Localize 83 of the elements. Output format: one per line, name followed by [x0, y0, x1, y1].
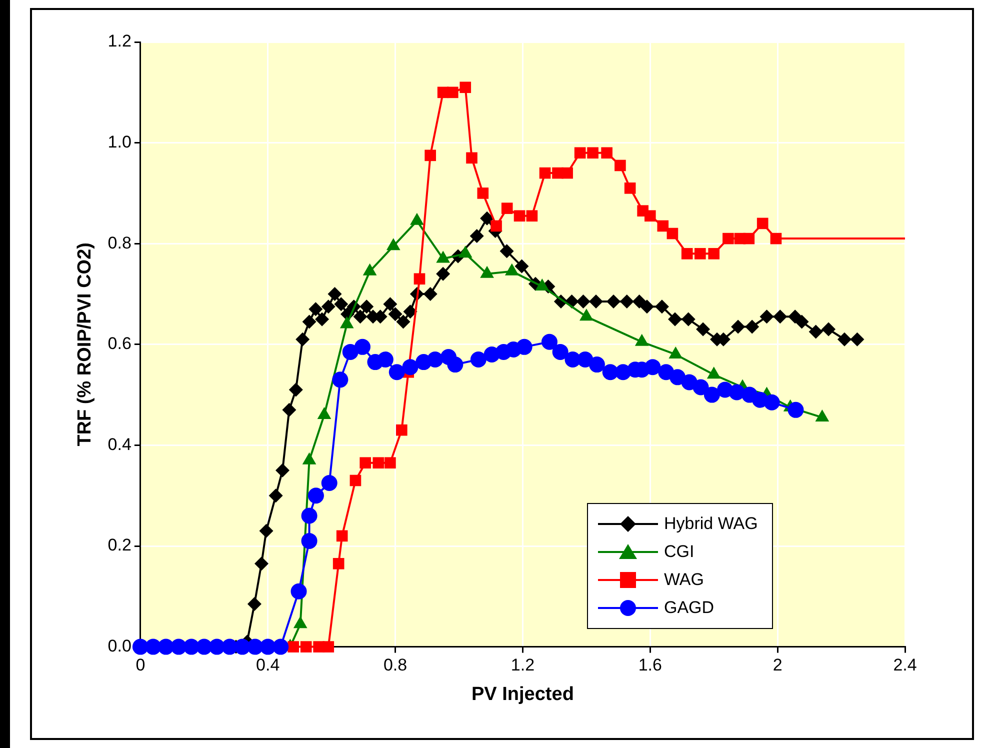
point [446, 86, 458, 98]
point [372, 457, 384, 468]
point [588, 356, 605, 373]
y-tick-label: 1.0 [108, 132, 132, 152]
point [704, 386, 720, 403]
point [490, 220, 502, 232]
legend-label: CGI [664, 540, 694, 563]
point [332, 558, 344, 570]
point [470, 352, 486, 368]
point [301, 532, 318, 549]
point [764, 394, 780, 410]
point [516, 338, 532, 355]
point [321, 475, 338, 491]
point [308, 488, 324, 504]
y-tick-label: 0.4 [108, 434, 132, 454]
point [501, 202, 513, 214]
x-tick-label: 1.2 [510, 656, 535, 675]
y-axis-title: TRF (% ROIP/PVI CO2) [74, 242, 96, 446]
point [694, 248, 706, 260]
y-tick-label: 0.0 [108, 636, 132, 656]
point [402, 359, 418, 376]
y-tick-label: 1.2 [108, 32, 132, 51]
legend-label: Hybrid WAG [664, 512, 758, 535]
point [666, 228, 678, 240]
point [336, 530, 348, 542]
x-tick-label: 1.6 [638, 656, 662, 675]
point [350, 474, 362, 486]
point [514, 210, 526, 222]
point [460, 82, 472, 94]
point [692, 379, 709, 396]
point [770, 232, 782, 244]
point [301, 508, 318, 524]
point [681, 248, 693, 260]
point [290, 583, 307, 600]
x-axis-title: PV Injected [472, 684, 574, 705]
legend-label: WAG [664, 568, 704, 591]
point [577, 352, 594, 368]
y-tick-label: 0.6 [108, 334, 132, 354]
point [272, 638, 289, 655]
point [670, 369, 686, 386]
point [657, 220, 669, 232]
point [360, 457, 371, 468]
point [288, 641, 300, 652]
point [384, 457, 396, 468]
point [562, 167, 573, 179]
point [388, 364, 405, 380]
x-tick-label: 0 [136, 656, 146, 675]
legend-label: GAGD [664, 596, 714, 619]
point [396, 424, 408, 436]
point [624, 182, 636, 194]
x-tick-label: 2 [772, 656, 782, 675]
point [427, 352, 444, 368]
point [644, 210, 656, 222]
point [552, 344, 568, 360]
point [541, 334, 558, 350]
point [332, 372, 348, 388]
point [722, 232, 734, 244]
point [342, 344, 358, 360]
point [601, 147, 612, 159]
point [644, 359, 661, 376]
point [424, 150, 436, 162]
x-tick-label: 2.4 [893, 656, 917, 675]
point [614, 160, 626, 172]
point [322, 641, 334, 652]
point [354, 338, 370, 355]
point [377, 352, 394, 368]
point [743, 232, 755, 244]
point [447, 356, 464, 373]
point [587, 147, 598, 159]
point [788, 402, 804, 418]
point [526, 210, 538, 222]
point [414, 273, 426, 285]
x-tick-label: 0.8 [383, 656, 408, 675]
point [539, 167, 551, 179]
point [756, 218, 768, 230]
point [708, 248, 720, 260]
x-tick-label: 0.4 [256, 656, 280, 675]
point [477, 188, 489, 199]
point [574, 147, 586, 159]
y-tick-label: 0.2 [108, 536, 132, 555]
point [466, 152, 478, 164]
point [300, 641, 312, 652]
y-tick-label: 0.8 [108, 233, 132, 252]
